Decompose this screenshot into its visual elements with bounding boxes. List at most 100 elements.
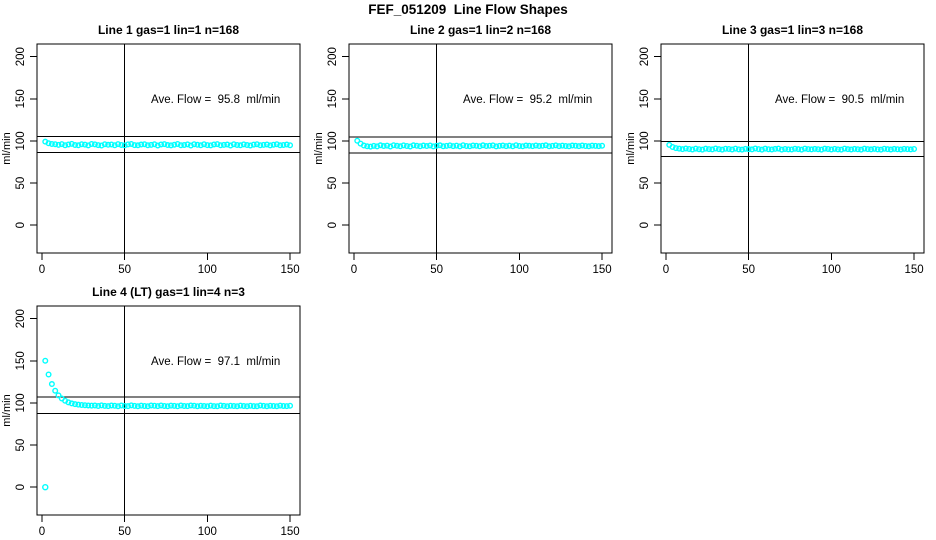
data-point bbox=[134, 142, 141, 149]
data-point bbox=[430, 143, 437, 150]
data-point bbox=[267, 402, 274, 409]
data-point bbox=[838, 146, 845, 153]
x-tick-label: 50 bbox=[742, 264, 755, 276]
data-point bbox=[287, 402, 294, 409]
data-point bbox=[443, 142, 450, 149]
data-point bbox=[549, 142, 556, 149]
data-point bbox=[390, 142, 397, 149]
data-point bbox=[210, 403, 217, 410]
data-point bbox=[719, 146, 726, 153]
data-point bbox=[48, 140, 55, 147]
data-point bbox=[858, 146, 865, 153]
data-point bbox=[105, 141, 112, 148]
data-point bbox=[230, 403, 237, 410]
data-point bbox=[585, 143, 592, 150]
data-point bbox=[45, 140, 52, 147]
data-point bbox=[144, 403, 151, 410]
data-point bbox=[496, 142, 503, 149]
data-point bbox=[227, 142, 234, 149]
data-point bbox=[433, 142, 440, 149]
data-point bbox=[283, 403, 290, 410]
y-axis-label: ml/min bbox=[313, 132, 325, 164]
data-point bbox=[230, 141, 237, 148]
data-point bbox=[778, 146, 785, 153]
data-point bbox=[529, 143, 536, 150]
data-point bbox=[88, 141, 95, 148]
data-point bbox=[367, 143, 374, 150]
data-point bbox=[393, 142, 400, 149]
x-tick-label: 100 bbox=[822, 264, 841, 276]
y-axis-label: ml/min bbox=[625, 132, 637, 164]
data-point bbox=[844, 146, 851, 153]
data-point bbox=[187, 142, 194, 149]
outlier-point bbox=[42, 483, 49, 491]
data-point bbox=[473, 142, 480, 149]
data-point bbox=[181, 141, 188, 148]
y-tick-label: 0 bbox=[639, 222, 651, 228]
data-point bbox=[742, 145, 749, 152]
data-point bbox=[509, 143, 516, 150]
data-point bbox=[283, 141, 290, 148]
data-point bbox=[460, 142, 467, 149]
data-point bbox=[499, 142, 506, 149]
x-tick-label: 150 bbox=[592, 264, 611, 276]
data-point bbox=[851, 145, 858, 152]
data-point bbox=[75, 401, 82, 408]
data-point bbox=[542, 142, 549, 149]
plot-box bbox=[36, 43, 301, 254]
data-point bbox=[729, 146, 736, 153]
data-point bbox=[253, 403, 260, 410]
data-point bbox=[224, 141, 231, 148]
data-point bbox=[493, 143, 500, 150]
data-point bbox=[72, 142, 79, 149]
data-point bbox=[669, 143, 676, 150]
data-point bbox=[805, 146, 812, 153]
data-point bbox=[768, 146, 775, 153]
panel-svg: Line 4 (LT) gas=1 lin=4 n=3 0 50 100 150 200 0… bbox=[1, 285, 301, 538]
x-tick-label: 150 bbox=[280, 526, 299, 538]
data-point bbox=[374, 143, 381, 150]
data-point bbox=[735, 146, 742, 153]
data-point bbox=[562, 142, 569, 149]
data-point bbox=[825, 146, 832, 153]
data-point bbox=[682, 145, 689, 152]
data-point bbox=[536, 143, 543, 150]
data-point bbox=[167, 402, 174, 409]
y-tick-label: 150 bbox=[639, 89, 651, 108]
data-point bbox=[410, 142, 417, 149]
data-point bbox=[277, 402, 284, 409]
data-point bbox=[207, 402, 214, 409]
data-point bbox=[253, 141, 260, 148]
plot-box bbox=[660, 43, 925, 254]
data-point bbox=[224, 403, 231, 410]
data-point bbox=[263, 141, 270, 148]
data-point bbox=[758, 146, 765, 153]
data-point bbox=[128, 140, 135, 147]
data-point bbox=[868, 146, 875, 153]
data-point bbox=[702, 145, 709, 152]
data-point bbox=[131, 402, 138, 409]
data-point bbox=[158, 402, 165, 409]
data-point bbox=[81, 402, 88, 409]
data-point bbox=[164, 142, 171, 149]
data-point bbox=[144, 142, 151, 149]
data-point bbox=[260, 141, 267, 148]
data-point bbox=[177, 142, 184, 149]
data-point bbox=[111, 402, 118, 409]
data-point bbox=[287, 142, 294, 149]
data-point bbox=[158, 141, 165, 148]
data-point bbox=[354, 137, 361, 144]
data-point bbox=[174, 403, 181, 410]
data-point bbox=[68, 140, 75, 147]
data-point bbox=[745, 146, 752, 153]
main-title: FEF_051209 Line Flow Shapes bbox=[368, 2, 568, 17]
panel-title: Line 3 gas=1 lin=3 n=168 bbox=[722, 23, 863, 37]
data-point bbox=[801, 145, 808, 152]
panel-line-3: Line 3 gas=1 lin=3 n=168 0 50 100 150 200 0 50 1… bbox=[624, 14, 936, 276]
data-point bbox=[456, 143, 463, 150]
data-point bbox=[821, 145, 828, 152]
data-point bbox=[864, 146, 871, 153]
data-point bbox=[503, 143, 510, 150]
data-point bbox=[901, 145, 908, 152]
data-point bbox=[725, 146, 732, 153]
